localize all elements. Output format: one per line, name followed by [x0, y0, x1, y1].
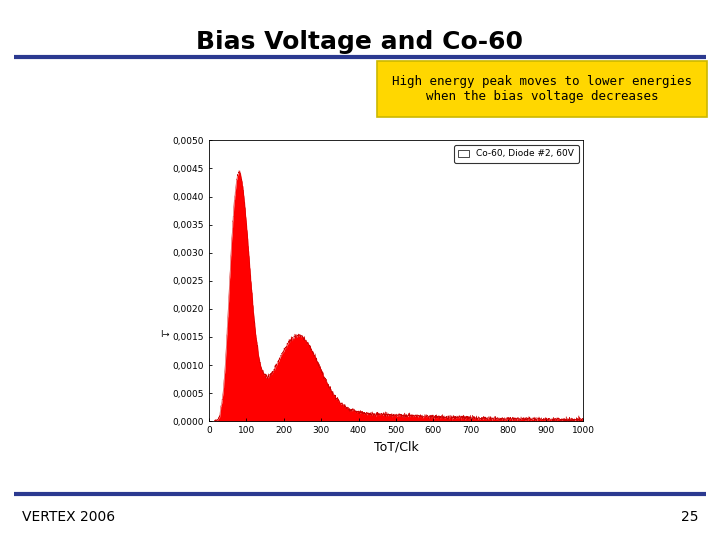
- Text: Bias Voltage and Co-60: Bias Voltage and Co-60: [197, 30, 523, 53]
- X-axis label: ToT/Clk: ToT/Clk: [374, 441, 418, 454]
- Text: 25: 25: [681, 510, 698, 524]
- Text: High energy peak moves to lower energies
when the bias voltage decreases: High energy peak moves to lower energies…: [392, 75, 692, 103]
- Legend: Co-60, Diode #2, 60V: Co-60, Diode #2, 60V: [454, 145, 579, 163]
- Text: I→: I→: [160, 330, 170, 339]
- Text: VERTEX 2006: VERTEX 2006: [22, 510, 114, 524]
